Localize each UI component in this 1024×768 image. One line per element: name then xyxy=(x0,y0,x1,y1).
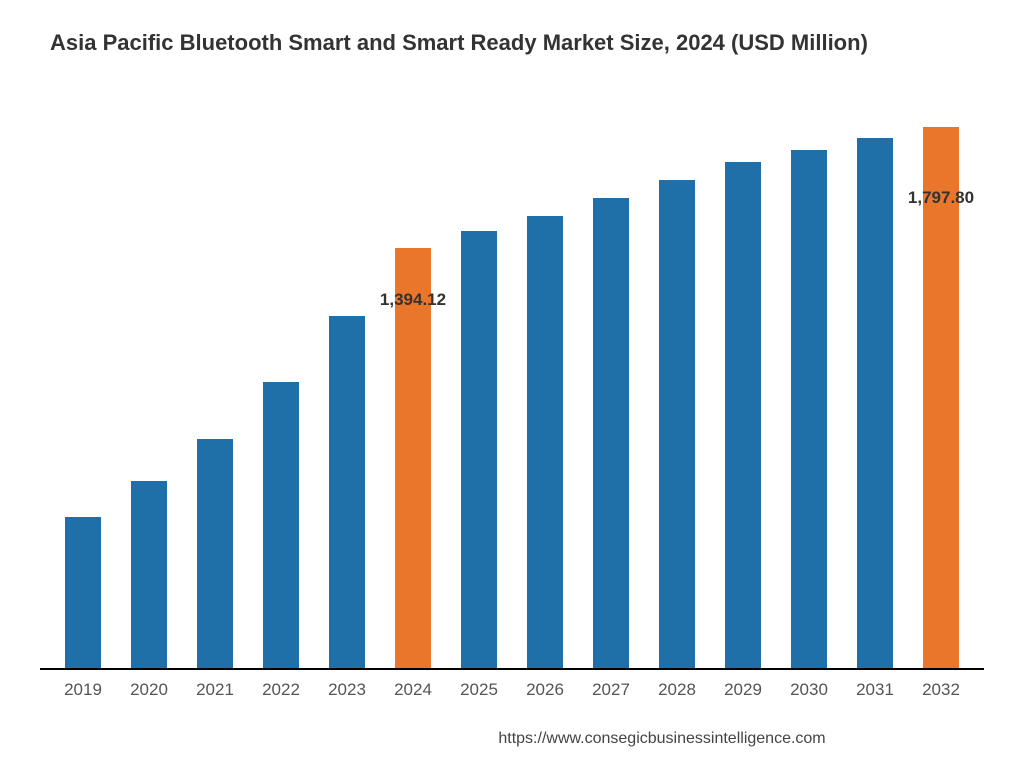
bar xyxy=(131,481,167,668)
bar-slot xyxy=(116,96,182,668)
bar-slot xyxy=(710,96,776,668)
bar xyxy=(395,248,431,668)
bar-slot xyxy=(578,96,644,668)
bar xyxy=(659,180,695,668)
source-text: https://www.consegicbusinessintelligence… xyxy=(40,730,984,748)
bar-slot xyxy=(248,96,314,668)
chart-area: 1,394.121,797.80 20192020202120222023202… xyxy=(40,96,984,700)
bar-slot xyxy=(182,96,248,668)
bar xyxy=(197,439,233,668)
bar-slot xyxy=(842,96,908,668)
bar xyxy=(329,316,365,668)
bar xyxy=(923,127,959,668)
chart-title: Asia Pacific Bluetooth Smart and Smart R… xyxy=(50,30,984,56)
x-axis-tick: 2025 xyxy=(446,680,512,700)
x-axis-tick: 2028 xyxy=(644,680,710,700)
bar xyxy=(65,517,101,668)
bar-value-label: 1,797.80 xyxy=(908,188,974,208)
x-axis-tick: 2019 xyxy=(50,680,116,700)
bar xyxy=(263,382,299,668)
bar-value-label: 1,394.12 xyxy=(380,290,446,310)
chart-container: Asia Pacific Bluetooth Smart and Smart R… xyxy=(0,0,1024,768)
x-axis-tick: 2032 xyxy=(908,680,974,700)
x-axis-tick: 2027 xyxy=(578,680,644,700)
bar-slot: 1,797.80 xyxy=(908,96,974,668)
bar-slot: 1,394.12 xyxy=(380,96,446,668)
bar xyxy=(461,231,497,668)
bar-slot xyxy=(314,96,380,668)
x-axis-tick: 2020 xyxy=(116,680,182,700)
x-axis: 2019202020212022202320242025202620272028… xyxy=(40,670,984,700)
x-axis-tick: 2023 xyxy=(314,680,380,700)
x-axis-tick: 2024 xyxy=(380,680,446,700)
bar xyxy=(857,138,893,668)
x-axis-tick: 2022 xyxy=(248,680,314,700)
bar xyxy=(725,162,761,668)
bar-slot xyxy=(50,96,116,668)
bar-slot xyxy=(446,96,512,668)
x-axis-tick: 2031 xyxy=(842,680,908,700)
bar xyxy=(593,198,629,668)
x-axis-tick: 2030 xyxy=(776,680,842,700)
bar xyxy=(527,216,563,668)
x-axis-tick: 2026 xyxy=(512,680,578,700)
x-axis-tick: 2029 xyxy=(710,680,776,700)
bar-slot xyxy=(512,96,578,668)
bar-slot xyxy=(644,96,710,668)
bar xyxy=(791,150,827,668)
plot-area: 1,394.12 1,797.80 xyxy=(40,96,984,670)
bar-slot xyxy=(776,96,842,668)
x-axis-tick: 2021 xyxy=(182,680,248,700)
